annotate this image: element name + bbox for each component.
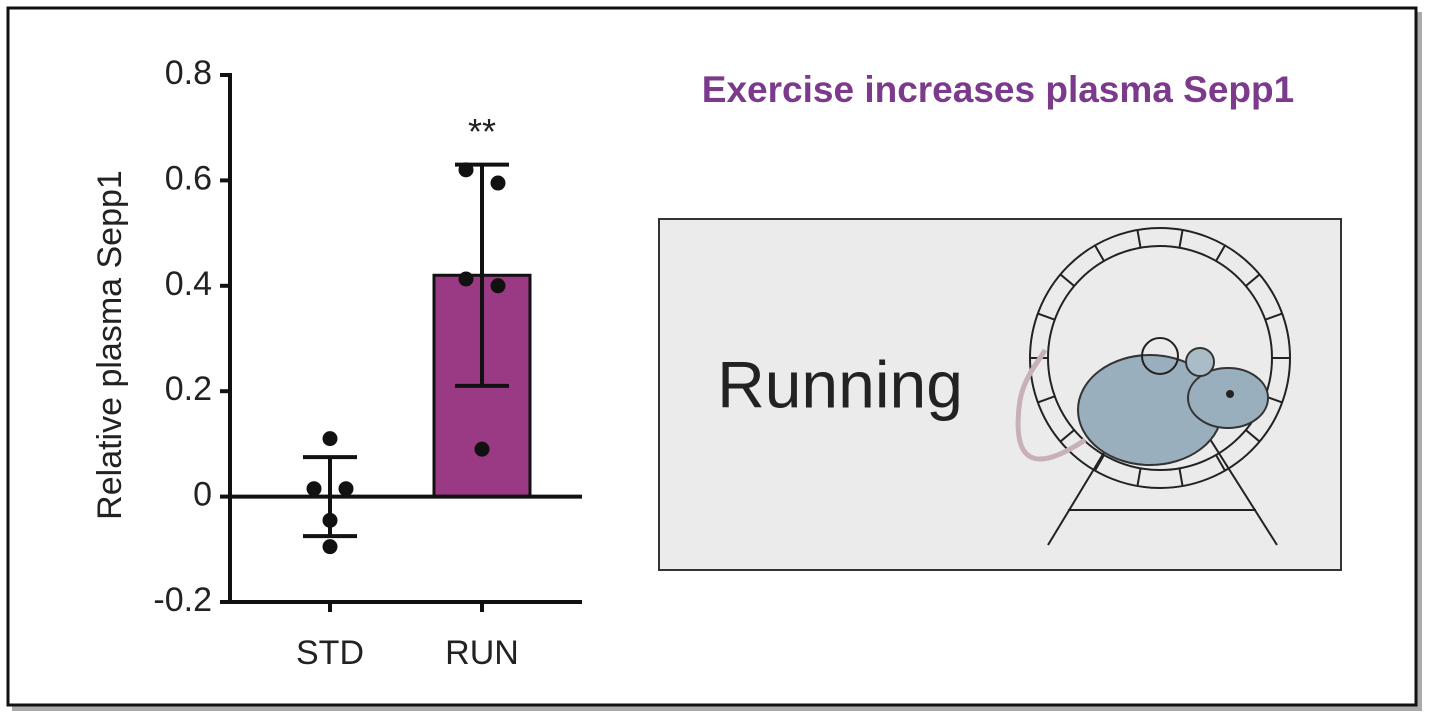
wheel-rung <box>1059 273 1075 287</box>
data-point <box>322 512 338 528</box>
y-axis-label: Relative plasma Sepp1 <box>91 170 129 520</box>
wheel-rung <box>1245 429 1261 443</box>
mouse-tail <box>1015 348 1087 462</box>
data-point <box>490 278 506 294</box>
y-tick-label: 0.4 <box>165 265 212 303</box>
mouse-ear <box>1185 347 1215 377</box>
wheel-rung <box>1094 244 1105 262</box>
wheel-rung <box>1094 454 1105 472</box>
y-tick-label: 0.6 <box>165 159 212 197</box>
illustration-label: Running <box>717 347 963 421</box>
mouse-eye <box>1226 390 1234 398</box>
wheel-rung <box>1215 244 1226 262</box>
data-point <box>322 431 338 447</box>
y-tick-label: 0.2 <box>165 370 212 408</box>
mouse-head <box>1187 367 1269 429</box>
wheel-rung <box>1037 395 1056 404</box>
data-point <box>458 162 474 178</box>
data-point <box>322 539 338 555</box>
wheel-rung <box>1215 454 1226 472</box>
wheel-rung <box>1059 429 1075 443</box>
illustration: Running <box>658 218 1342 571</box>
significance-annotation: ** <box>468 111 496 152</box>
y-tick-label: 0 <box>193 476 212 514</box>
wheel-rung <box>1178 229 1184 248</box>
data-point <box>338 481 354 497</box>
wheel-rungs <box>1030 229 1290 487</box>
data-point <box>458 271 474 287</box>
wheel-hub <box>1141 337 1179 375</box>
wheel-rung <box>1264 312 1283 321</box>
wheel-rung <box>1136 468 1142 487</box>
chart-title: Exercise increases plasma Sepp1 <box>702 69 1294 110</box>
y-tick-label: 0.8 <box>165 54 212 92</box>
wheel-rung <box>1178 468 1184 487</box>
data-point <box>306 481 322 497</box>
data-point <box>474 441 490 457</box>
x-tick-label: RUN <box>445 634 519 672</box>
wheel-rung <box>1245 273 1261 287</box>
x-tick-label: STD <box>296 634 364 672</box>
data-point <box>490 175 506 191</box>
y-tick-label: -0.2 <box>153 581 212 619</box>
wheel-rung <box>1037 312 1056 321</box>
wheel-rung <box>1136 229 1142 248</box>
